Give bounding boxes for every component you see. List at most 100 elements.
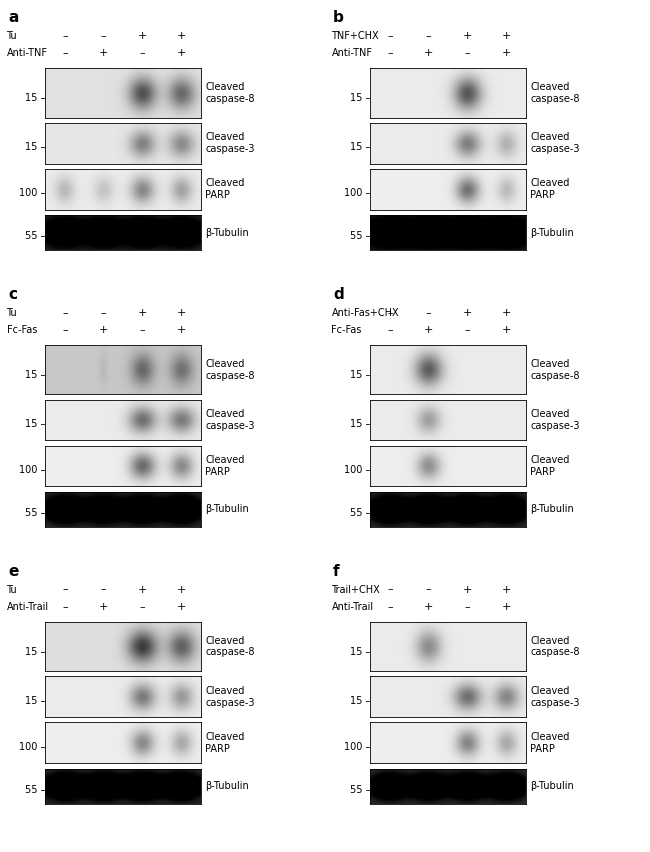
Text: c: c xyxy=(8,287,17,302)
Text: –: – xyxy=(387,602,393,612)
Text: β-Tubulin: β-Tubulin xyxy=(530,781,574,792)
Text: β-Tubulin: β-Tubulin xyxy=(205,504,249,515)
Text: Cleaved
caspase-3: Cleaved caspase-3 xyxy=(530,686,580,708)
Text: d: d xyxy=(333,287,344,302)
Text: 15 –: 15 – xyxy=(350,419,370,429)
Text: 15 –: 15 – xyxy=(350,142,370,153)
Text: +: + xyxy=(177,31,186,41)
Text: –: – xyxy=(101,31,107,41)
Text: 15 –: 15 – xyxy=(25,696,46,706)
Text: +: + xyxy=(424,48,434,58)
Text: –: – xyxy=(465,602,471,612)
Text: Cleaved
PARP: Cleaved PARP xyxy=(530,178,570,200)
Text: –: – xyxy=(387,584,393,595)
Text: Anti-Fas+CHX: Anti-Fas+CHX xyxy=(332,308,399,318)
Text: –: – xyxy=(465,325,471,335)
Text: –: – xyxy=(62,325,68,335)
Text: +: + xyxy=(138,31,148,41)
Text: Anti-Trail: Anti-Trail xyxy=(332,602,374,612)
Text: +: + xyxy=(177,325,186,335)
Text: –: – xyxy=(387,31,393,41)
Text: +: + xyxy=(99,602,109,612)
Text: 100 –: 100 – xyxy=(344,742,370,752)
Text: 15 –: 15 – xyxy=(25,647,46,657)
Text: Cleaved
PARP: Cleaved PARP xyxy=(205,178,245,200)
Text: 15 –: 15 – xyxy=(25,419,46,429)
Text: Cleaved
caspase-8: Cleaved caspase-8 xyxy=(205,82,255,104)
Text: +: + xyxy=(177,602,186,612)
Text: 15 –: 15 – xyxy=(350,647,370,657)
Text: –: – xyxy=(387,308,393,318)
Text: 55 –: 55 – xyxy=(350,508,370,518)
Text: 15 –: 15 – xyxy=(350,93,370,103)
Text: –: – xyxy=(426,308,432,318)
Text: 55 –: 55 – xyxy=(25,785,46,795)
Text: Cleaved
caspase-3: Cleaved caspase-3 xyxy=(530,409,580,431)
Text: +: + xyxy=(502,602,511,612)
Text: 15 –: 15 – xyxy=(350,370,370,380)
Text: Cleaved
PARP: Cleaved PARP xyxy=(530,732,570,754)
Text: 15 –: 15 – xyxy=(25,93,46,103)
Text: f: f xyxy=(333,564,339,579)
Text: 15 –: 15 – xyxy=(25,370,46,380)
Text: β-Tubulin: β-Tubulin xyxy=(205,781,249,792)
Text: –: – xyxy=(62,308,68,318)
Text: +: + xyxy=(424,602,434,612)
Text: Anti-TNF: Anti-TNF xyxy=(6,48,47,58)
Text: Tu: Tu xyxy=(6,31,17,41)
Text: +: + xyxy=(463,584,473,595)
Text: 100 –: 100 – xyxy=(19,465,46,475)
Text: +: + xyxy=(502,325,511,335)
Text: –: – xyxy=(387,325,393,335)
Text: 100 –: 100 – xyxy=(19,188,46,199)
Text: Tu: Tu xyxy=(6,584,17,595)
Text: Cleaved
caspase-8: Cleaved caspase-8 xyxy=(530,359,580,381)
Text: a: a xyxy=(8,10,18,26)
Text: –: – xyxy=(101,308,107,318)
Text: Cleaved
caspase-8: Cleaved caspase-8 xyxy=(205,636,255,658)
Text: –: – xyxy=(140,325,146,335)
Text: +: + xyxy=(138,308,148,318)
Text: +: + xyxy=(99,48,109,58)
Text: Cleaved
PARP: Cleaved PARP xyxy=(205,455,245,477)
Text: –: – xyxy=(62,584,68,595)
Text: Cleaved
caspase-8: Cleaved caspase-8 xyxy=(530,636,580,658)
Text: –: – xyxy=(465,48,471,58)
Text: Cleaved
caspase-8: Cleaved caspase-8 xyxy=(205,359,255,381)
Text: +: + xyxy=(463,308,473,318)
Text: +: + xyxy=(502,584,511,595)
Text: β-Tubulin: β-Tubulin xyxy=(530,504,574,515)
Text: +: + xyxy=(99,325,109,335)
Text: Trail+CHX: Trail+CHX xyxy=(332,584,380,595)
Text: Cleaved
caspase-3: Cleaved caspase-3 xyxy=(205,686,255,708)
Text: +: + xyxy=(138,584,148,595)
Text: +: + xyxy=(502,31,511,41)
Text: Cleaved
caspase-8: Cleaved caspase-8 xyxy=(530,82,580,104)
Text: 15 –: 15 – xyxy=(350,696,370,706)
Text: e: e xyxy=(8,564,18,579)
Text: –: – xyxy=(62,48,68,58)
Text: 15 –: 15 – xyxy=(25,142,46,153)
Text: b: b xyxy=(333,10,344,26)
Text: +: + xyxy=(502,308,511,318)
Text: Anti-TNF: Anti-TNF xyxy=(332,48,372,58)
Text: Cleaved
caspase-3: Cleaved caspase-3 xyxy=(205,409,255,431)
Text: TNF+CHX: TNF+CHX xyxy=(332,31,379,41)
Text: +: + xyxy=(502,48,511,58)
Text: –: – xyxy=(426,584,432,595)
Text: 55 –: 55 – xyxy=(350,231,370,241)
Text: 100 –: 100 – xyxy=(19,742,46,752)
Text: +: + xyxy=(463,31,473,41)
Text: 100 –: 100 – xyxy=(344,465,370,475)
Text: Fc-Fas: Fc-Fas xyxy=(332,325,362,335)
Text: Cleaved
PARP: Cleaved PARP xyxy=(530,455,570,477)
Text: β-Tubulin: β-Tubulin xyxy=(530,227,574,238)
Text: –: – xyxy=(62,602,68,612)
Text: Cleaved
PARP: Cleaved PARP xyxy=(205,732,245,754)
Text: –: – xyxy=(62,31,68,41)
Text: 55 –: 55 – xyxy=(25,508,46,518)
Text: Cleaved
caspase-3: Cleaved caspase-3 xyxy=(530,132,580,154)
Text: +: + xyxy=(177,308,186,318)
Text: –: – xyxy=(140,48,146,58)
Text: Anti-Trail: Anti-Trail xyxy=(6,602,49,612)
